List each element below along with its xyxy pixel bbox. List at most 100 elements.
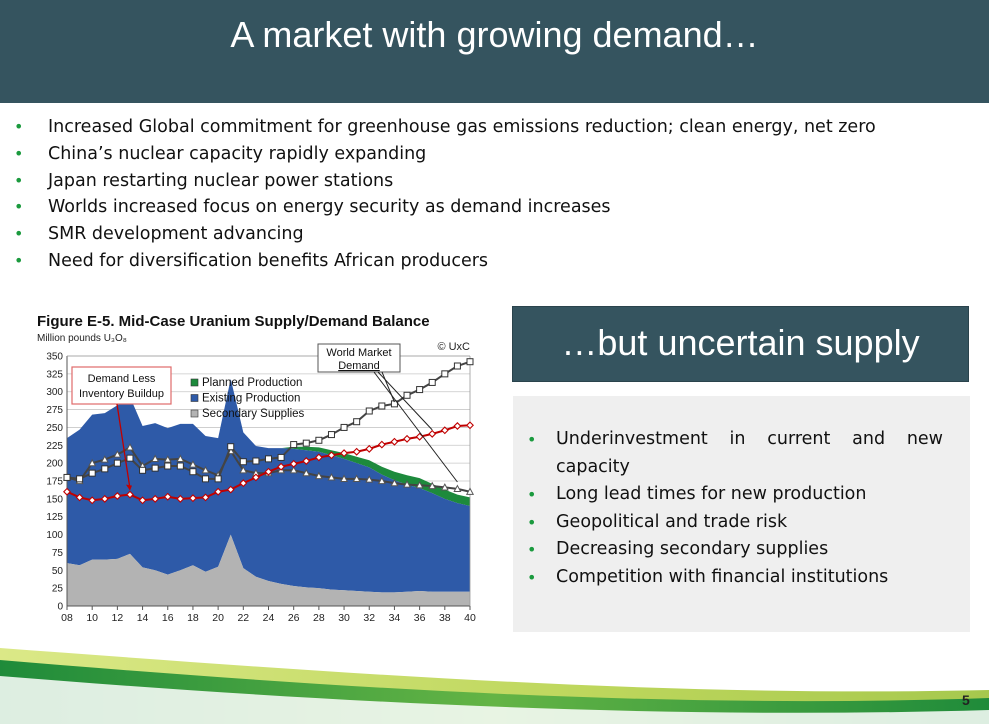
existing-production-area [67,378,470,593]
x-tick-label: 20 [212,612,224,624]
demand-less-inventory-point [176,494,185,503]
supply-total-point [302,468,311,477]
y-tick-label: 275 [46,405,63,416]
y-tick-label: 200 [46,459,63,470]
y-tick-label: 325 [46,369,63,380]
world-market-demand-point [189,468,197,476]
demand-less-inventory-point [75,493,84,502]
demand-less-inventory-point [201,493,210,502]
demand-less-inventory-point [390,437,399,446]
y-tick-label: 125 [46,512,63,523]
world-market-demand-point [214,475,222,483]
world-market-demand-point [113,459,121,467]
supply-bullet-item: • Competition with financial institutions [513,564,970,592]
supply-total-point [188,460,197,468]
bullet-item: • China’s nuclear capacity rapidly expand… [14,141,876,168]
annotation-box-demand [71,366,172,405]
world-market-demand-point [365,407,373,415]
legend-entry: Existing Production [202,393,300,405]
supply-total-point [239,465,248,474]
demand-less-inventory-point [277,462,286,471]
world-market-demand-point [302,439,310,447]
demand-less-inventory-point [440,426,449,435]
green-swoosh-decoration [0,648,989,724]
supply-total-point [340,474,349,482]
supply-total-point [201,465,210,474]
demand-less-inventory-point [428,429,437,438]
y-tick-label: 75 [52,548,64,559]
supply-total-point [314,471,323,480]
legend-swatch [190,378,199,387]
demand-less-inventory-point [352,447,361,456]
supply-total-point [402,480,412,488]
supply-total-point [365,475,374,483]
x-tick-label: 24 [263,612,275,624]
bullet-dot-icon: • [14,197,24,217]
legend-swatch [190,394,199,402]
uranium-supply-demand-chart: 0 25 50 75 100 125 150 175 200 225 250 275 300 325 350… [46,341,476,624]
supply-total-point [327,473,336,481]
x-tick-label: 26 [288,612,300,624]
x-tick-label: 18 [187,612,199,624]
bullet-item: • Need for diversification benefits Afric… [14,248,876,275]
world-market-demand-point [126,454,134,462]
supply-total-point [453,484,462,492]
demand-less-inventory-point [113,492,122,500]
chart-y-label: Million pounds U₃O₈ [37,333,127,344]
demand-less-inventory-point [327,451,336,460]
supply-bullet-list: • Underinvestment in current and new capa… [513,426,970,591]
demand-less-inventory-point [314,453,323,462]
bullet-text: Need for diversification benefits Africa… [48,250,489,271]
x-tick-label: 38 [439,612,451,624]
world-market-demand-point [453,362,461,370]
world-market-demand-point [277,453,285,461]
bullet-dot-icon: • [527,485,537,504]
demand-less-inventory-point [289,459,298,468]
supply-total-point [440,483,449,491]
supply-bullet-item: • Underinvestment in current and new capa… [513,426,970,481]
supply-total-point [125,443,135,451]
world-market-demand-point [139,466,147,474]
supply-bullet-item: • Decreasing secondary supplies [513,536,970,564]
bullet-text: Worlds increased focus on energy securit… [48,197,611,218]
demand-less-inventory-point [151,494,160,503]
demand-less-inventory-point [138,496,147,505]
supply-total-point [415,480,424,489]
bullet-text: SMR development advancing [48,224,304,245]
supply-total-point [428,481,437,490]
world-market-demand-point [76,475,84,483]
world-market-demand-point [416,386,424,394]
annotation-arrow-market [377,371,433,431]
supply-title-box: …but uncertain supply [512,306,969,382]
supply-total-point [163,455,172,463]
slide-header: A market with growing demand… [0,0,989,103]
y-tick-label: 100 [46,530,63,541]
demand-less-inventory-point [125,490,134,499]
world-market-demand-point [441,370,449,378]
bullet-item: • Worlds increased focus on energy securi… [14,194,876,221]
supply-total-point [88,458,97,467]
world-market-demand-point [63,473,71,481]
bullet-dot-icon: • [14,117,24,136]
legend-entry: Planned Production [202,377,302,389]
demand-less-inventory-point [63,487,71,496]
x-tick-label: 32 [363,612,375,624]
y-tick-label: 50 [52,566,64,577]
demand-less-inventory-point [466,421,474,430]
world-market-demand-point [378,402,386,410]
x-tick-label: 30 [338,612,350,624]
annotation-demand-line1: Demand Less [88,373,156,385]
demand-less-inventory-point [100,494,109,503]
demand-less-inventory-point [340,449,349,458]
supply-bullet-text: Underinvestment in current and new capac… [556,429,943,477]
demand-bullet-list: • Increased Global commitment for greenho… [14,114,876,275]
x-tick-label: 34 [389,612,401,624]
y-tick-label: 350 [46,352,63,363]
supply-total-point [176,454,185,462]
demand-less-inventory-point [251,473,260,482]
supply-total-point [377,476,386,485]
supply-total-point [151,454,160,462]
world-market-demand-point [164,462,172,470]
x-tick-label: 22 [237,612,249,624]
bullet-item: • Japan restarting nuclear power stations [14,168,876,195]
